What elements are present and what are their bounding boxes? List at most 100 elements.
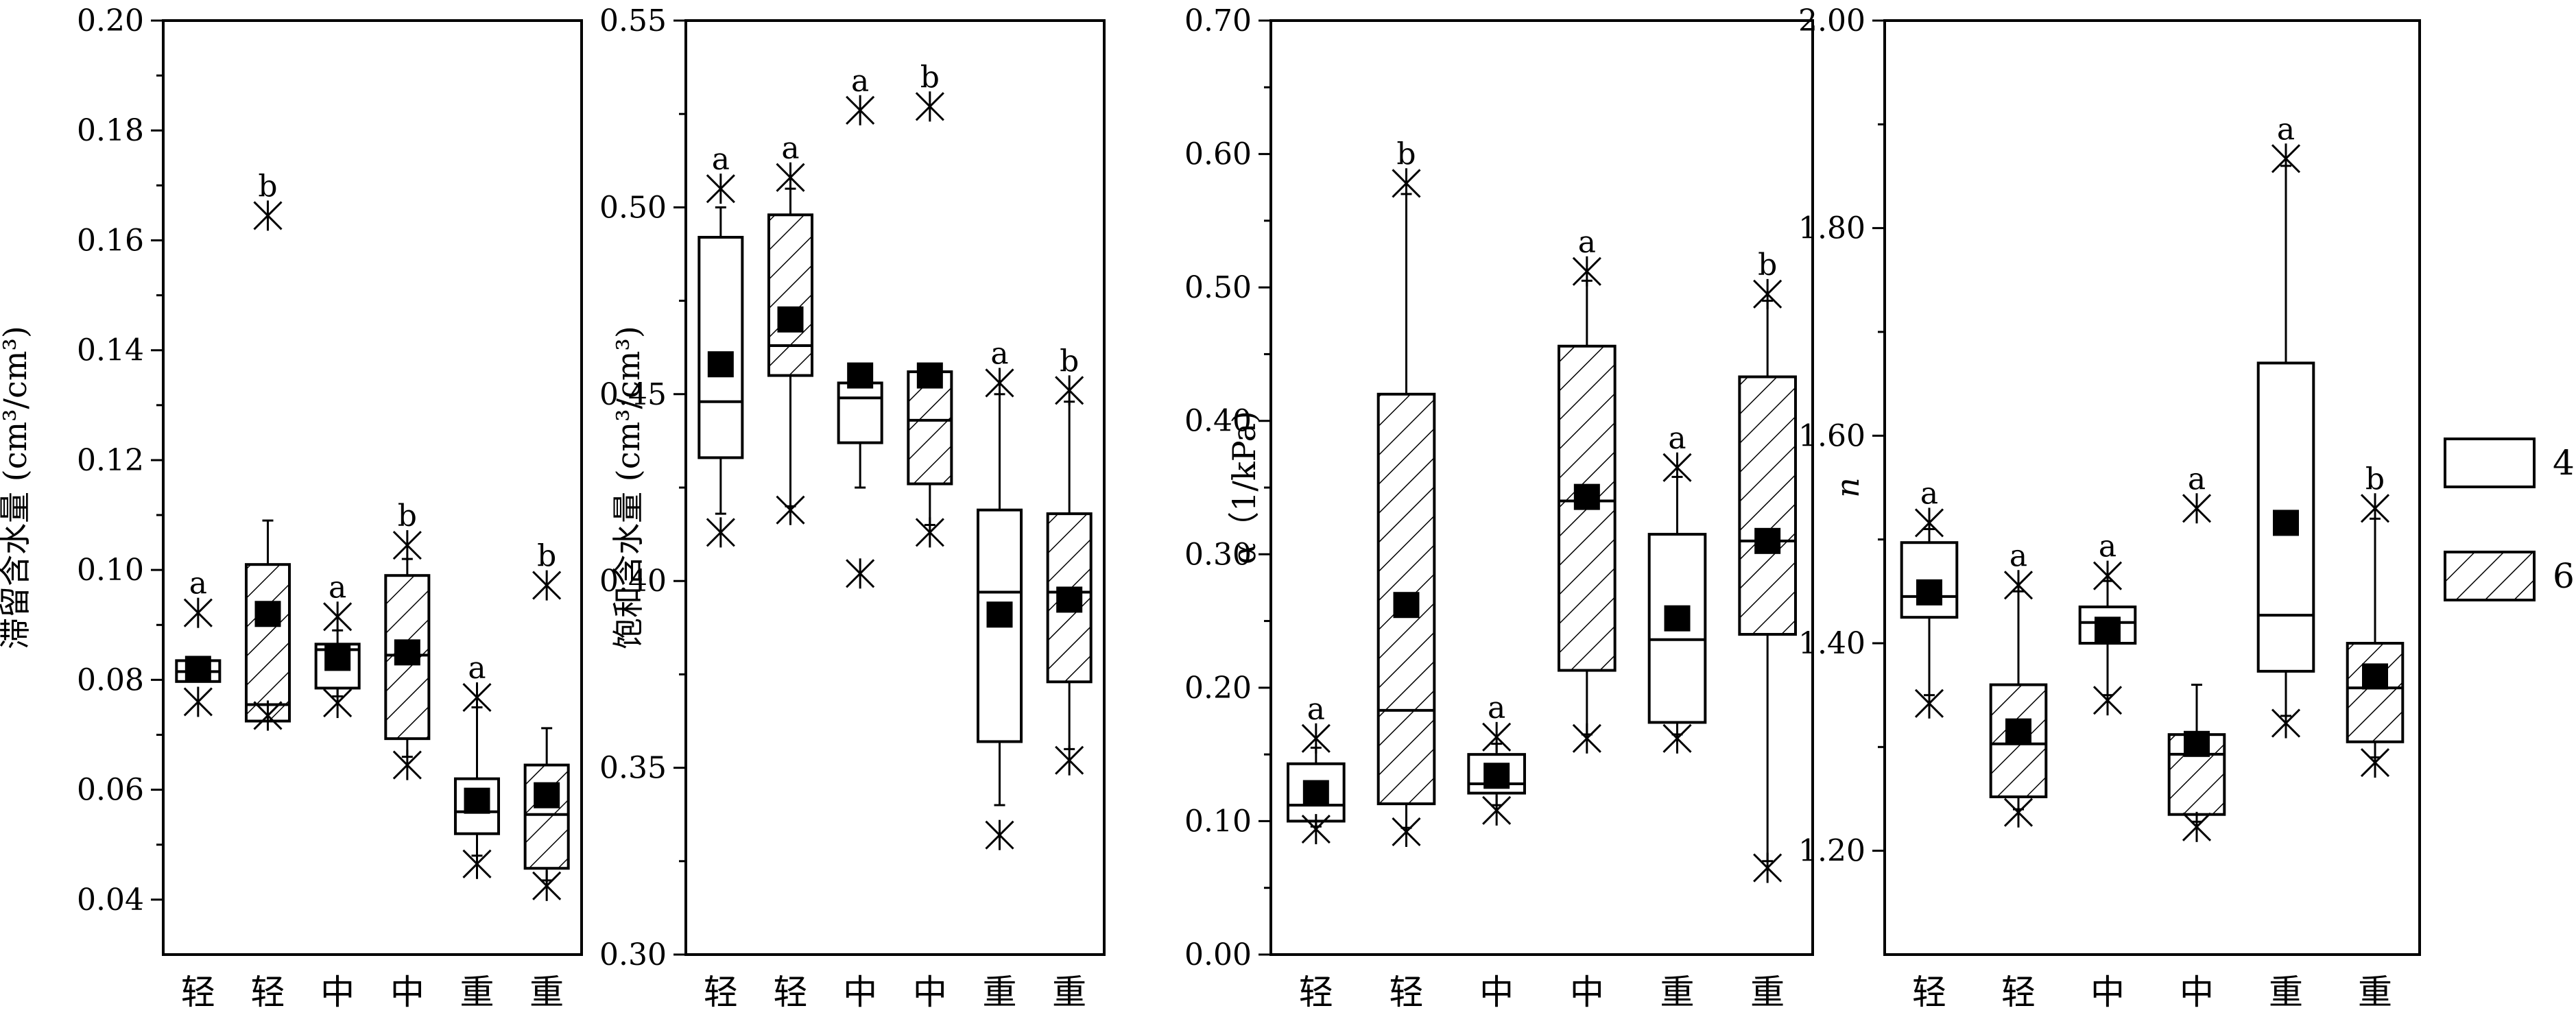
significance-letter: a: [1668, 421, 1686, 456]
box-iqr: [1738, 375, 1797, 636]
max-marker: [462, 682, 492, 713]
significance-letter: a: [851, 64, 869, 99]
x-tick-label: 中: [1479, 972, 1514, 1012]
min-marker: [183, 686, 213, 717]
y-tick-label: 0.14: [77, 333, 144, 368]
min-marker: [2271, 708, 2301, 739]
box-6: b重: [1738, 248, 1797, 1012]
y-tick-label: 1.60: [1798, 418, 1865, 453]
min-marker: [1914, 688, 1944, 719]
min-marker: [1662, 723, 1692, 754]
box-5: a重: [976, 336, 1023, 1012]
box-iqr: [767, 213, 814, 377]
significance-letter: a: [1920, 476, 1938, 511]
mean-marker: [1056, 586, 1083, 613]
box-4: a中: [1558, 225, 1617, 1012]
significance-letter: a: [2009, 538, 2027, 573]
y-tick-label: 0.70: [1184, 3, 1252, 38]
x-tick-label: 重: [1660, 972, 1695, 1012]
mean-marker: [707, 351, 734, 378]
panels: 0.04 0.06 0.08 0.10 0.12 0.14 0.16 0.18 0.20 滞留含水…: [0, 3, 2421, 1012]
max-marker: [2271, 143, 2301, 174]
legend-swatch: [2444, 551, 2536, 601]
significance-letter: b: [258, 169, 277, 204]
x-tick-label: 重: [529, 972, 564, 1012]
significance-letter: a: [1307, 692, 1325, 727]
mean-marker: [464, 787, 490, 814]
box-iqr: [1467, 753, 1526, 795]
min-marker: [462, 848, 492, 879]
max-marker: [776, 162, 805, 193]
x-tick-label: 重: [983, 972, 1017, 1012]
chart-panel-3: 0.00 0.10 0.20 0.30 0.40 0.50 0.60 0.70 α（1/kPa)…: [1184, 3, 1814, 1012]
mean-marker: [847, 362, 874, 389]
box-4: b中: [907, 60, 953, 1012]
min-marker: [2092, 685, 2123, 716]
y-tick-label: 0.35: [599, 751, 667, 786]
box-6: b重: [1046, 344, 1093, 1012]
max-marker: [706, 173, 735, 204]
x-tick-label: 中: [390, 972, 425, 1012]
min-marker: [1482, 795, 1512, 826]
box-3: a中: [1467, 691, 1526, 1012]
mean-marker: [2095, 616, 2121, 643]
x-tick-label: 中: [843, 972, 877, 1012]
min-marker: [1753, 852, 1782, 883]
max-marker: [183, 597, 213, 628]
x-tick-label: 轻: [1912, 972, 1946, 1012]
box-5: a重: [1647, 421, 1707, 1012]
y-tick-label: 0.55: [599, 3, 667, 38]
significance-letter: a: [329, 570, 346, 605]
legend-entry-4: 4: [2444, 438, 2575, 488]
mean-marker: [1302, 780, 1329, 806]
box-5: a重: [2256, 112, 2315, 1012]
y-axis-label: 饱和含水量 (cm³/cm³): [610, 326, 647, 649]
y-tick-label: 0.20: [77, 3, 144, 38]
min-marker: [2360, 747, 2390, 778]
box-3: a中: [2078, 529, 2137, 1012]
min-marker: [915, 517, 944, 548]
box-5: a重: [453, 651, 501, 1012]
mean-marker: [394, 639, 420, 666]
mean-marker: [1754, 527, 1781, 554]
mean-marker: [184, 656, 211, 682]
x-tick-label: 轻: [774, 972, 808, 1012]
mean-marker: [1573, 483, 1600, 510]
mean-marker: [1483, 763, 1510, 789]
min-marker: [985, 819, 1014, 850]
plot-frame: [1883, 19, 2421, 956]
x-tick-label: 轻: [1299, 972, 1333, 1012]
min-marker: [532, 870, 562, 901]
x-tick-label: 轻: [181, 972, 215, 1012]
max-marker: [1753, 278, 1782, 309]
min-marker: [776, 494, 805, 525]
box-1: a轻: [1900, 476, 1959, 1012]
y-tick-label: 0.50: [599, 190, 667, 225]
box-2: a轻: [767, 131, 814, 1012]
y-axis-label: α（1/kPa): [1226, 411, 1263, 564]
y-tick-label: 0.45: [599, 377, 667, 412]
y-tick-label: 2.00: [1798, 3, 1865, 38]
legend-swatch: [2444, 438, 2536, 488]
y-tick-label: 1.20: [1798, 834, 1865, 869]
min-marker: [2182, 811, 2212, 842]
max-marker: [253, 200, 283, 231]
box-6: b重: [2346, 462, 2405, 1012]
y-tick-label: 1.80: [1798, 211, 1865, 246]
min-marker: [846, 558, 875, 589]
max-marker: [2003, 570, 2034, 601]
mean-marker: [534, 782, 560, 809]
min-marker: [1392, 816, 1421, 847]
mean-marker: [916, 362, 943, 389]
mean-marker: [2273, 510, 2299, 536]
box-3: a中: [837, 64, 883, 1012]
y-tick-label: 1.40: [1798, 626, 1865, 661]
box-iqr: [697, 235, 744, 459]
min-marker: [323, 688, 353, 719]
box-2: a轻: [1989, 538, 2048, 1012]
x-tick-label: 轻: [704, 972, 738, 1012]
significance-letter: a: [990, 336, 1008, 371]
y-tick-label: 0.00: [1184, 937, 1252, 972]
x-tick-label: 重: [2269, 972, 2303, 1012]
